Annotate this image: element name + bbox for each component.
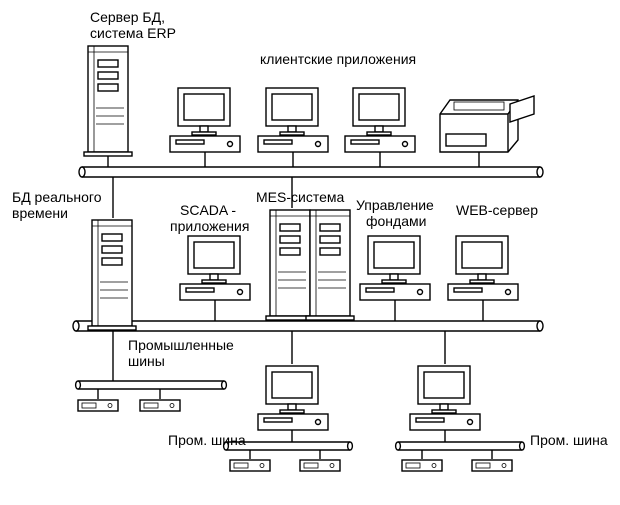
label-funds_l2: фондами: [366, 213, 426, 229]
device-d4: [300, 460, 340, 471]
workstation-scada: [180, 236, 250, 300]
workstation-plc_ws2: [410, 366, 480, 430]
device-d1: [78, 400, 118, 411]
workstation-funds: [360, 236, 430, 300]
device-d2: [140, 400, 180, 411]
label-ind_bus_l2: шины: [128, 353, 165, 369]
device-d3: [230, 460, 270, 471]
bus-bus_ind: [76, 381, 227, 389]
workstation-web: [448, 236, 518, 300]
server-erp: [84, 46, 132, 156]
bus-bus_plc2: [396, 442, 525, 450]
label-rt_db_l2: времени: [12, 205, 68, 221]
workstation-client1: [170, 88, 240, 152]
label-web: WEB-сервер: [456, 202, 538, 218]
label-erp_server_l2: система ERP: [90, 25, 176, 41]
server-rt_db: [88, 220, 136, 330]
printer: [440, 96, 534, 152]
device-d6: [472, 460, 512, 471]
bus-bus_top: [79, 167, 543, 177]
label-ind_bus_l1: Промышленные: [128, 337, 234, 353]
label-mes: MES-система: [256, 189, 344, 205]
server-mes: [266, 210, 314, 320]
label-rt_db_l1: БД реального: [12, 189, 102, 205]
label-prom_bus_left: Пром. шина: [168, 432, 246, 448]
server-mes2: [306, 210, 354, 320]
bus-bus_mid: [73, 321, 543, 331]
label-scada_l2: приложения: [170, 218, 249, 234]
label-funds_l1: Управление: [356, 197, 434, 213]
label-erp_server_l1: Сервер БД,: [90, 9, 165, 25]
device-d5: [402, 460, 442, 471]
workstation-client3: [345, 88, 415, 152]
label-prom_bus_right: Пром. шина: [530, 432, 608, 448]
label-client_apps: клиентские приложения: [260, 51, 416, 67]
workstation-client2: [258, 88, 328, 152]
label-scada_l1: SCADA -: [180, 202, 236, 218]
workstation-plc_ws1: [258, 366, 328, 430]
